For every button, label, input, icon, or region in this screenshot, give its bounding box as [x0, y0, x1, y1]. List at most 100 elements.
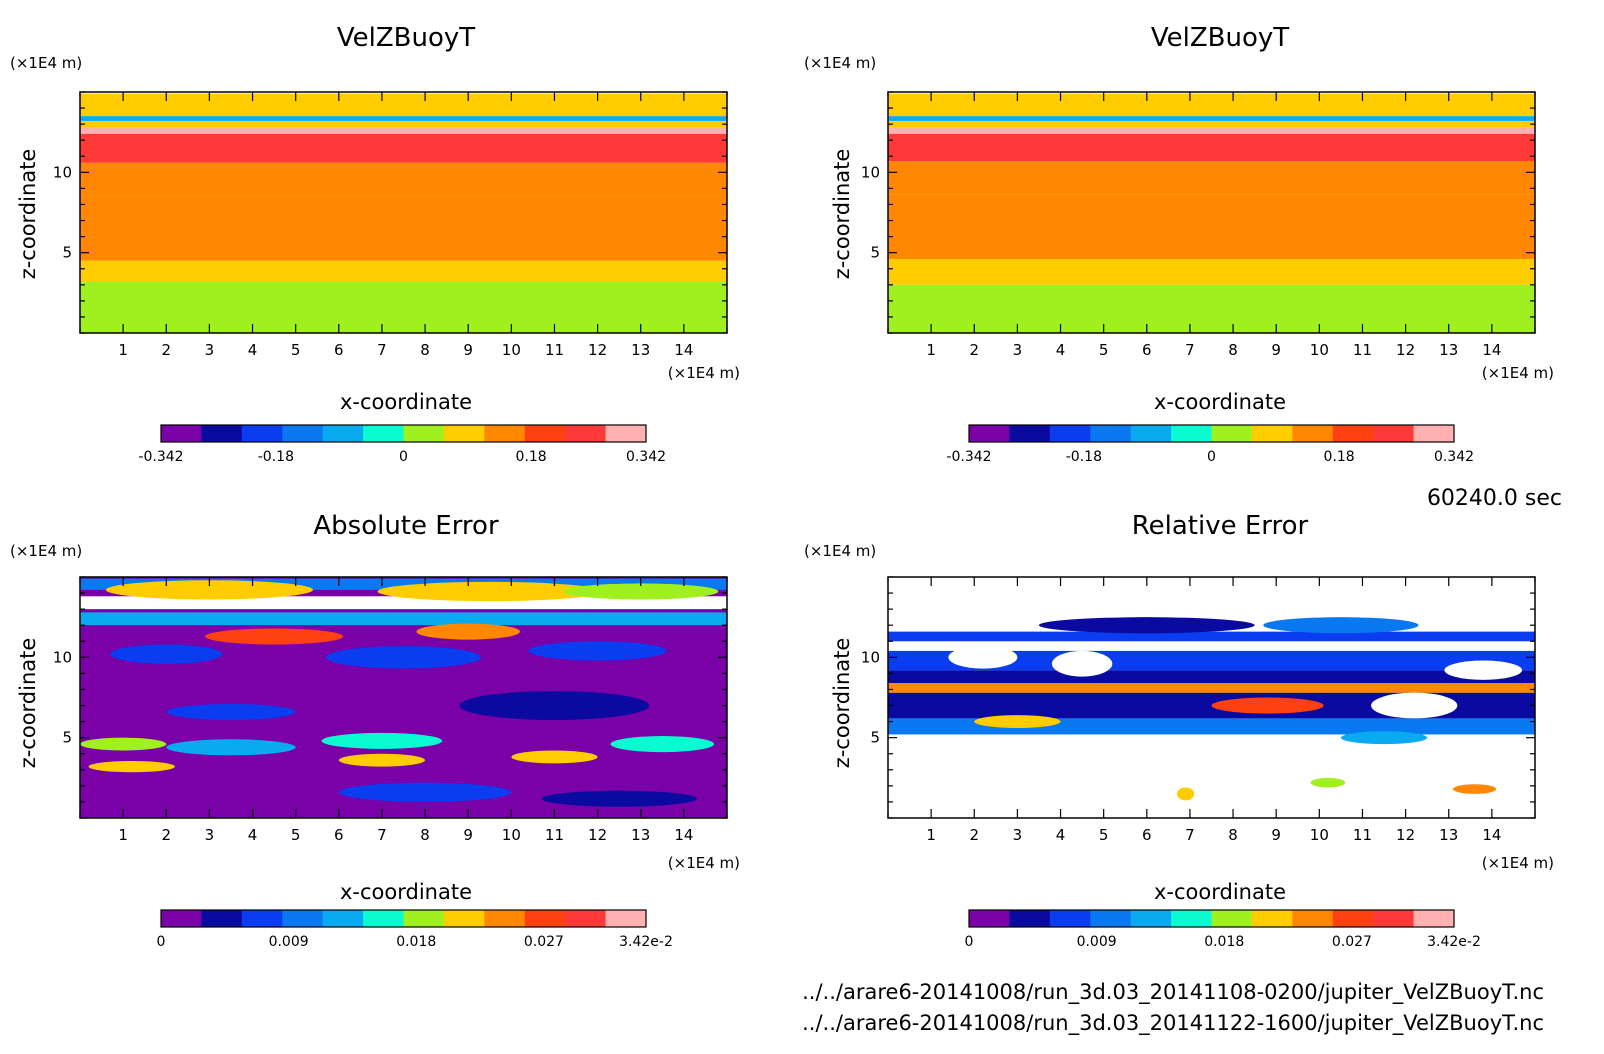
colorbar-swatch — [1171, 425, 1212, 442]
panel-velzbuoyt-right: VelZBuoyT (×1E4 m) 1 2 3 4 5 6 7 8 9 10 11 12 13 1451… — [804, 23, 1554, 465]
colorbar-frame — [968, 424, 1455, 443]
x-tick-label: 5 — [1099, 341, 1109, 359]
colorbar: 0 0.009 0.018 0.027 3.42e-2 — [965, 909, 1481, 950]
colorbar-swatch — [524, 425, 566, 442]
colorbar-swatch — [403, 910, 445, 927]
x-tick-label: 9 — [463, 341, 473, 359]
colorbar: 0 0.009 0.018 0.027 3.42e-2 — [157, 909, 673, 950]
colorbar-swatch — [161, 910, 202, 927]
panel-title: VelZBuoyT — [337, 23, 475, 53]
colorbar-swatch — [201, 425, 243, 442]
x-tick-label: 7 — [1185, 341, 1195, 359]
contour-feature — [166, 739, 296, 756]
colorbar: -0.342 -0.18 0 0.18 0.342 — [946, 424, 1474, 465]
colorbar-swatch — [524, 910, 566, 927]
x-tick-label: 13 — [631, 826, 650, 844]
colorbar-tick-label: 0.342 — [626, 449, 666, 465]
colorbar-swatch — [1130, 910, 1172, 927]
contour-feature — [511, 750, 598, 764]
x-tick-label: 7 — [1185, 826, 1195, 844]
colorbar-tick-label: 0.018 — [1204, 934, 1244, 950]
colorbar-tick-label: 0.18 — [516, 449, 547, 465]
colorbar-swatch — [1251, 910, 1293, 927]
y-axis-label: z-coordinate — [830, 638, 854, 769]
colorbar-frame — [160, 424, 647, 443]
x-tick-label: 12 — [588, 341, 607, 359]
heatmap-area — [887, 576, 1536, 819]
x-tick-label: 14 — [1482, 826, 1501, 844]
colorbar-swatch — [605, 910, 647, 927]
contour-feature — [948, 646, 1018, 669]
x-unit-label: (×1E4 m) — [1482, 854, 1554, 872]
colorbar-swatch — [363, 910, 404, 927]
colorbar-swatch — [363, 425, 404, 442]
contour-band — [80, 120, 727, 128]
plot-frame — [887, 91, 1536, 334]
contour-band — [888, 93, 1535, 117]
contour-feature — [1340, 731, 1428, 745]
y-tick-label: 10 — [861, 163, 880, 181]
colorbar-swatch — [1292, 425, 1334, 442]
panel-title: VelZBuoyT — [1151, 23, 1289, 53]
colorbar-swatch — [1211, 910, 1253, 927]
x-tick-label: 3 — [205, 341, 215, 359]
panel-relative-error: Relative Error (×1E4 m) 1 2 3 4 5 6 7 8 9 10 11 12 1… — [804, 511, 1554, 950]
x-tick-label: 1 — [926, 826, 936, 844]
x-tick-label: 6 — [1142, 341, 1152, 359]
x-tick-label: 13 — [1439, 826, 1458, 844]
contour-feature — [338, 782, 512, 802]
colorbar-swatch — [241, 425, 283, 442]
y-axis-label: z-coordinate — [830, 149, 854, 280]
contour-feature — [416, 623, 520, 640]
x-tick-label: 7 — [377, 341, 387, 359]
contour-feature — [321, 732, 443, 749]
colorbar-swatch — [443, 425, 485, 442]
plot-frame — [887, 576, 1536, 819]
y-axis-label: z-coordinate — [16, 149, 40, 280]
x-tick-label: 13 — [631, 341, 650, 359]
x-axis-label: x-coordinate — [340, 390, 472, 414]
y-tick-label: 10 — [53, 648, 72, 666]
x-unit-label: (×1E4 m) — [1482, 364, 1554, 382]
colorbar-swatch — [282, 910, 324, 927]
x-tick-label: 10 — [1310, 341, 1329, 359]
colorbar-tick-label: 3.42e-2 — [1427, 934, 1481, 950]
colorbar-tick-label: -0.18 — [258, 449, 294, 465]
colorbar-swatch — [1373, 425, 1415, 442]
contour-feature — [1310, 777, 1346, 788]
contour-band — [80, 162, 727, 197]
contour-band — [888, 116, 1535, 121]
y-tick-label: 5 — [870, 729, 880, 747]
colorbar-swatch — [322, 910, 364, 927]
contour-feature — [325, 646, 482, 669]
contour-feature — [205, 628, 344, 645]
x-tick-label: 12 — [1396, 826, 1415, 844]
colorbar-swatch — [1332, 425, 1374, 442]
colorbar-tick-label: 0.018 — [396, 934, 436, 950]
x-tick-label: 11 — [545, 826, 564, 844]
colorbar-tick-label: 0.18 — [1324, 449, 1355, 465]
colorbar-tick-label: -0.18 — [1066, 449, 1102, 465]
colorbar-swatch — [403, 425, 445, 442]
x-tick-label: 13 — [1439, 341, 1458, 359]
heatmap-fill — [80, 92, 727, 333]
contour-feature — [974, 715, 1061, 729]
heatmap-fill — [80, 577, 727, 818]
contour-band — [888, 127, 1535, 134]
x-tick-label: 6 — [334, 341, 344, 359]
colorbar-swatch — [1049, 910, 1091, 927]
contour-band — [888, 259, 1535, 285]
heatmap-fill — [888, 577, 1535, 818]
x-tick-label: 2 — [969, 341, 979, 359]
colorbar-swatch — [484, 910, 526, 927]
contour-feature — [80, 737, 167, 751]
contour-feature — [1176, 787, 1195, 801]
colorbar-tick-label: 0.009 — [269, 934, 309, 950]
x-tick-label: 4 — [248, 826, 258, 844]
colorbar-tick-label: 0.027 — [1332, 934, 1372, 950]
contour-feature — [110, 644, 223, 664]
x-tick-label: 8 — [1228, 341, 1238, 359]
panel-absolute-error: Absolute Error (×1E4 m) 1 2 3 4 5 6 7 8 9 10 11 12 1… — [10, 511, 740, 950]
